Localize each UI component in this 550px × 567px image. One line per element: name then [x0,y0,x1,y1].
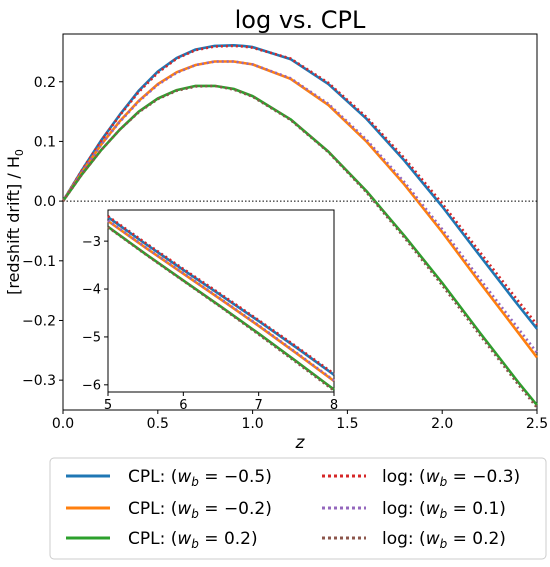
inset-series-line-3 [107,215,335,375]
x-axis-label: z [295,433,306,453]
y-axis-label-subscript: 0 [13,149,26,156]
legend-label-rest: = −0.5) [199,467,272,487]
legend-label-rest: = −0.2) [199,499,272,519]
y-tick-label-5: −0.3 [22,373,56,389]
inset-y-tick-label-0: −3 [82,235,101,250]
main-series-group [61,44,539,409]
series-line-0 [61,44,539,330]
series-line-5 [61,84,539,409]
legend-entries: CPL: (wb = −0.5)CPL: (wb = −0.2)CPL: (wb… [66,467,520,551]
legend-label-prefix: CPL: ( [128,529,177,549]
legend-label-var: w [426,529,440,549]
y-tick-label-4: −0.2 [22,314,56,330]
x-ticks: 0.0 0.5 1.0 1.5 2.0 2.5 [52,410,548,432]
legend-label-prefix: CPL: ( [128,499,177,519]
legend-label-1: CPL: (wb = −0.2) [128,499,272,521]
inset-x-tick-label-3: 8 [330,398,338,413]
legend-label-4: log: (wb = 0.1) [382,499,506,521]
y-axis-label-text: [redshift drift] / H [4,156,23,295]
chart-title: log vs. CPL [235,6,366,34]
x-tick-label-5: 2.5 [526,416,548,432]
inset-series-group [107,215,335,392]
inset-x-tick-label-0: 5 [104,398,112,413]
inset-y-tick-label-3: −6 [82,378,101,393]
inset-x-tick-label-1: 6 [179,398,187,413]
legend-label-var: w [177,467,191,487]
legend-label-var: w [426,499,440,519]
inset-x-tick-label-2: 7 [255,398,263,413]
legend-label-rest: = −0.3) [447,467,520,487]
inset-y-tick-label-2: −5 [82,331,101,346]
legend-label-2: CPL: (wb = 0.2) [128,529,258,551]
legend-label-var: w [177,499,191,519]
x-tick-label-4: 2.0 [431,416,453,432]
legend-label-5: log: (wb = 0.2) [382,529,506,551]
legend-label-3: log: (wb = −0.3) [382,467,520,489]
legend-label-rest: = 0.1) [447,499,506,519]
legend-label-0: CPL: (wb = −0.5) [128,467,272,489]
legend-label-sub: b [191,537,199,551]
legend-label-rest: = 0.2) [199,529,258,549]
legend-label-prefix: CPL: ( [128,467,177,487]
legend-label-sub: b [440,507,448,521]
y-axis-label: [redshift drift] / H0 [4,149,26,295]
main-plot-frame [62,33,538,411]
y-tick-label-3: −0.1 [22,254,56,270]
main-plot: 0.0 0.5 1.0 1.5 2.0 2.5 0.2 0.1 0.0 −0.1 −0.2 −0.3 [22,33,548,432]
inset-series-line-4 [107,219,335,382]
y-tick-label-1: 0.1 [34,134,56,150]
x-tick-label-0: 0.0 [52,416,74,432]
legend-label-rest: = 0.2) [447,529,506,549]
inset-plot: 5 6 7 8 −3 −4 −5 −6 [82,209,338,413]
y-tick-label-0: 0.2 [34,75,56,91]
legend-label-var: w [177,529,191,549]
legend-label-var: w [426,467,440,487]
inset-x-ticks: 5 6 7 8 [104,392,338,413]
legend-label-prefix: log: ( [382,499,426,519]
legend-frame [49,457,547,560]
inset-y-ticks: −3 −4 −5 −6 [82,235,108,393]
inset-y-tick-label-1: −4 [82,283,101,298]
x-tick-label-3: 1.5 [336,416,358,432]
y-tick-label-2: 0.0 [34,194,56,210]
legend-label-prefix: log: ( [382,529,426,549]
legend-label-sub: b [440,537,448,551]
legend-label-sub: b [191,475,199,489]
y-axis-label-group: [redshift drift] / H0 [4,149,26,295]
x-tick-label-2: 1.0 [241,416,263,432]
legend-label-sub: b [440,475,448,489]
series-line-4 [61,60,539,354]
inset-series-line-5 [107,226,335,392]
legend-label-sub: b [191,507,199,521]
y-ticks: 0.2 0.1 0.0 −0.1 −0.2 −0.3 [22,75,63,389]
legend-label-prefix: log: ( [382,467,426,487]
legend: CPL: (wb = −0.5)CPL: (wb = −0.2)CPL: (wb… [49,457,547,560]
x-tick-label-1: 0.5 [147,416,169,432]
